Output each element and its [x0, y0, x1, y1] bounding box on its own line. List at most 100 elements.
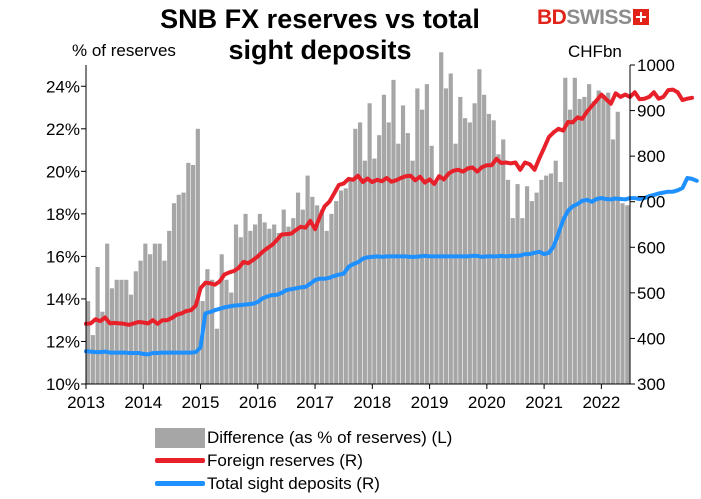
bar-difference — [510, 218, 515, 384]
bar-difference — [367, 103, 372, 384]
bar-difference — [167, 230, 172, 384]
x-tick-label: 2014 — [124, 393, 162, 412]
legend-item-difference: Difference (as % of reserves) (L) — [155, 426, 452, 449]
left-tick-label: 20% — [46, 162, 80, 181]
bar-difference — [229, 292, 234, 384]
x-tick-label: 2017 — [296, 393, 334, 412]
bar-difference — [181, 192, 186, 384]
bar-difference — [362, 160, 367, 384]
bar-difference — [214, 328, 220, 384]
bar-difference — [477, 69, 482, 385]
bar-difference — [596, 90, 601, 385]
bar-difference — [171, 203, 177, 384]
bar-difference — [105, 243, 110, 384]
bar-difference — [162, 260, 167, 384]
bar-difference — [124, 279, 129, 384]
bar-difference — [210, 279, 215, 384]
right-axis-label: CHFbn — [568, 42, 622, 61]
bar-difference — [262, 222, 267, 384]
bar-difference — [224, 279, 229, 384]
bar-difference — [248, 230, 253, 384]
bar-difference — [386, 122, 391, 385]
bar-difference — [348, 179, 353, 384]
bar-difference — [515, 184, 520, 384]
bar-difference — [353, 128, 358, 384]
bar-difference — [219, 254, 224, 384]
right-tick-label: 500 — [637, 284, 665, 303]
bar-difference — [109, 288, 115, 384]
line-sight-deposits — [84, 176, 699, 357]
bar-difference — [128, 294, 134, 384]
bar-difference — [100, 311, 105, 384]
bar-difference — [319, 209, 324, 384]
bar-difference — [272, 224, 277, 384]
bar-difference — [310, 196, 315, 384]
bar-difference — [448, 73, 453, 385]
bar-difference — [152, 243, 157, 384]
bar-difference — [529, 201, 534, 384]
bar-difference — [462, 118, 468, 385]
bar-difference — [157, 243, 162, 384]
bar-difference — [410, 160, 415, 384]
bar-difference — [119, 279, 124, 384]
bar-difference — [539, 179, 544, 384]
bar-difference — [133, 271, 138, 384]
left-tick-label: 18% — [46, 205, 80, 224]
bar-difference — [472, 103, 477, 384]
bar-difference — [190, 164, 196, 384]
chart-title: SNB FX reserves vs total sight deposits — [160, 4, 480, 65]
bar-difference — [381, 94, 387, 385]
legend-item-foreign-reserves: Foreign reserves (R) — [155, 449, 452, 472]
left-tick-label: 24% — [46, 77, 80, 96]
bar-difference — [391, 79, 396, 385]
bar-difference — [534, 192, 539, 384]
bar-difference — [439, 52, 444, 385]
bar-difference — [114, 279, 119, 384]
bar-difference — [338, 190, 344, 384]
bar-difference — [558, 181, 563, 384]
bar-difference — [195, 128, 200, 384]
bar-difference — [205, 269, 210, 384]
bar-difference — [458, 96, 463, 385]
legend-label-sight-deposits: Total sight deposits (R) — [207, 473, 380, 493]
legend-item-sight-deposits: Total sight deposits (R) — [155, 472, 452, 495]
bar-difference — [582, 96, 587, 385]
brand-logo-part1: BD — [537, 6, 567, 29]
right-tick-label: 700 — [637, 193, 665, 212]
bar-difference — [544, 175, 549, 384]
bar-difference — [420, 109, 425, 384]
bar-difference — [453, 143, 458, 384]
x-tick-label: 2022 — [582, 393, 620, 412]
x-tick-label: 2016 — [239, 393, 277, 412]
bar-difference — [305, 175, 310, 384]
bar-difference — [176, 194, 181, 384]
left-axis-label: % of reserves — [72, 41, 176, 60]
line-foreign-reserves — [84, 87, 694, 327]
plus-icon — [632, 9, 649, 25]
bar-difference — [601, 94, 606, 385]
x-tick-label: 2021 — [525, 393, 563, 412]
bar-difference — [591, 101, 596, 385]
right-tick-label: 600 — [637, 238, 665, 257]
x-tick-label: 2020 — [468, 393, 506, 412]
x-tick-label: 2018 — [353, 393, 391, 412]
bar-difference — [610, 139, 616, 384]
bar-difference — [276, 233, 282, 384]
bar-difference — [343, 188, 348, 384]
legend-label-difference: Difference (as % of reserves) (L) — [207, 427, 453, 447]
bar-difference — [505, 179, 511, 384]
bar-difference — [496, 154, 501, 384]
bar-difference — [625, 205, 630, 384]
bar-difference — [396, 143, 401, 384]
bar-difference — [281, 209, 286, 384]
bar-difference — [90, 335, 95, 384]
bar-difference — [315, 205, 320, 384]
bar-difference — [567, 109, 573, 384]
bar-difference — [553, 160, 558, 384]
bar-difference — [434, 181, 439, 384]
bar-difference — [143, 243, 148, 384]
bar-difference — [587, 84, 592, 384]
difference-bars — [86, 52, 630, 385]
x-tick-label: 2013 — [67, 393, 105, 412]
